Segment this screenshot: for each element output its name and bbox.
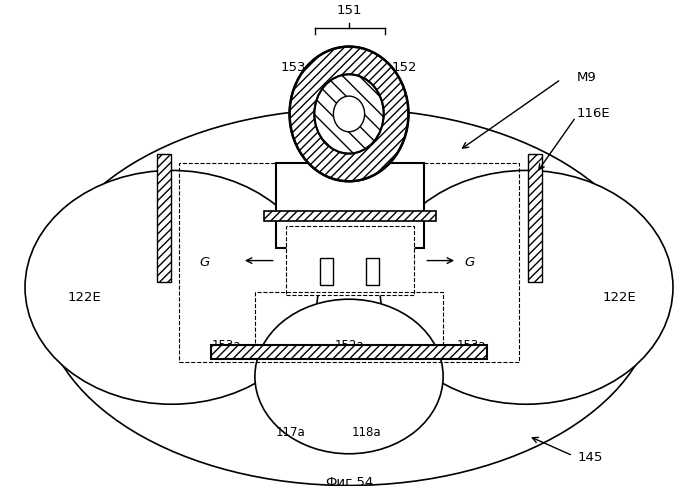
Text: G: G (199, 256, 209, 269)
Bar (255, 292, 443, 352)
Bar (528, 154, 542, 282)
Text: 151: 151 (336, 4, 362, 17)
Text: 152a: 152a (334, 339, 363, 352)
Ellipse shape (315, 74, 384, 154)
Text: 122E: 122E (68, 291, 101, 304)
Bar (178, 164, 519, 362)
Text: 153: 153 (281, 61, 306, 75)
Bar (275, 164, 424, 247)
Text: 153a: 153a (211, 339, 241, 352)
Ellipse shape (255, 299, 443, 454)
Text: 152: 152 (391, 61, 417, 75)
Bar (264, 211, 436, 221)
Text: 116E: 116E (577, 107, 610, 120)
Text: M9: M9 (577, 71, 597, 84)
Bar (366, 258, 379, 285)
Ellipse shape (333, 96, 365, 132)
Ellipse shape (289, 47, 408, 181)
Text: 118a: 118a (352, 426, 382, 439)
Bar (286, 226, 415, 295)
Text: 117a: 117a (275, 426, 305, 439)
Text: 145: 145 (578, 451, 603, 464)
Ellipse shape (42, 109, 656, 486)
Bar (157, 154, 171, 282)
Bar (211, 345, 487, 358)
Text: 122E: 122E (603, 291, 636, 304)
Text: G: G (464, 256, 474, 269)
Ellipse shape (380, 170, 673, 404)
Ellipse shape (25, 170, 318, 404)
Text: Фиг.54: Фиг.54 (325, 476, 373, 489)
Bar (320, 258, 333, 285)
Text: 153a: 153a (457, 339, 487, 352)
